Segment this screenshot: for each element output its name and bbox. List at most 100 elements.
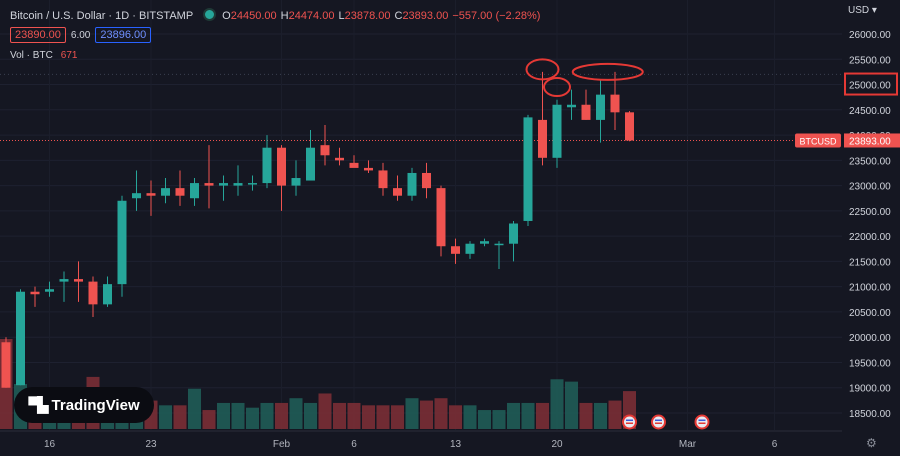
ask-button[interactable]: 23896.00 [95,27,152,43]
bid-button[interactable]: 23890.00 [10,27,66,43]
volume-label[interactable]: Vol · BTC [10,50,53,61]
volume-bar [173,405,187,429]
volume-bar [507,402,520,429]
volume-bar [289,398,303,429]
candle-body [407,172,417,196]
us-flag-icon[interactable] [694,414,710,430]
x-tick-label: 20 [551,439,563,450]
symbol-tag-bg [795,133,841,148]
change-value: −557.00 (−2.28%) [452,10,541,22]
tradingview-mark-icon: ▀▙ [28,397,48,414]
volume-bar [246,407,259,429]
low-value: 23878.00 [344,10,391,22]
currency-label: USD [848,5,870,16]
currency-selector[interactable]: USD ▾ [848,5,877,16]
candle-body [45,289,54,292]
volume-bar [608,400,622,429]
volume-bar [391,405,404,429]
event-markers[interactable] [622,414,710,430]
candle-body [146,193,156,196]
candle-body [1,342,11,388]
flag-stripe [626,419,633,421]
candle-body [117,200,127,285]
tradingview-logo[interactable]: ▀▙ TradingView [14,387,154,423]
annotation-ellipse [525,58,560,81]
volume-bar [362,405,375,429]
y-tick-label: 22000.00 [849,232,891,243]
y-tick-label: 19000.00 [849,384,891,395]
flag-stripe [655,422,662,424]
candle-body [349,162,359,168]
candle-body [16,291,25,386]
gear-icon[interactable]: ⚙ [866,436,877,450]
candle-body [509,223,518,244]
y-tick-label: 21500.00 [849,257,891,268]
us-flag-icon[interactable] [651,414,666,430]
volume-bar [521,402,535,429]
open-label: O [222,10,231,22]
annotation-ellipses [525,58,644,98]
y-tick-label: 21000.00 [849,283,891,294]
candle-body [335,157,344,161]
candle-body [132,193,141,199]
volume-bar [565,381,578,429]
last-price-tag-bg [844,133,900,148]
volume-bar [492,410,506,429]
market-status-icon [203,8,217,21]
volume-bar [463,405,477,429]
time-axis[interactable]: 16 23 Feb 6 13 20 Mar 6 [0,430,842,450]
volume-legend: Vol · BTC 671 [10,50,77,61]
volume-bar [347,402,361,429]
candle-body [422,172,431,189]
us-flag-icon[interactable] [622,414,637,430]
annotation-ellipse [543,77,571,98]
candle-body [364,167,373,171]
candle-body [219,183,228,186]
high-label: H [280,10,289,22]
price-axis[interactable]: 26000.0025500.0025000.0024500.0024000.00… [795,30,900,420]
low-label: L [338,10,345,22]
candle-body [190,183,199,199]
candle-body [393,188,402,196]
candle-body [567,104,576,108]
symbol-tag: BTCUSD [799,136,837,146]
x-tick-label: 6 [772,439,778,450]
volume-bar [159,405,172,429]
volume-bar [202,410,216,429]
y-tick-label: 22500.00 [849,207,891,218]
volume-bar [449,405,462,429]
volume-value: 671 [60,50,78,61]
y-tick-label: 19500.00 [849,358,891,369]
volume-bar [579,402,593,429]
y-tick-label: 25500.00 [849,55,891,66]
candle-body [538,119,547,158]
candle-body [74,279,83,282]
volume-bar [217,402,230,429]
volume-bar [550,379,564,429]
high-value: 24474.00 [288,10,335,22]
candle-body [103,284,112,305]
spread-value: 6.00 [70,30,91,41]
volume-bar [304,402,317,429]
volume-bar [536,402,549,429]
flag-stripe [626,422,633,424]
candle-body [161,188,170,196]
flag-stripe [698,419,706,421]
y-tick-label: 26000.00 [849,30,891,41]
candle-body [451,246,460,254]
flag-stripe [655,419,662,421]
candle-body [59,279,69,282]
candle-body [30,291,40,295]
annotation-ellipse [571,62,644,81]
symbol-title[interactable]: Bitcoin / U.S. Dollar · 1D · BITSTAMP [10,10,194,22]
candlesticks [1,71,634,388]
candle-body [306,147,315,181]
candle-body [610,94,620,113]
candle-body [523,117,533,221]
volume-bar [420,400,433,429]
volume-bar [231,402,245,429]
y-tick-label: 25000.00 [849,81,891,92]
candle-body [465,243,475,254]
y-tick-label: 18500.00 [849,409,891,420]
